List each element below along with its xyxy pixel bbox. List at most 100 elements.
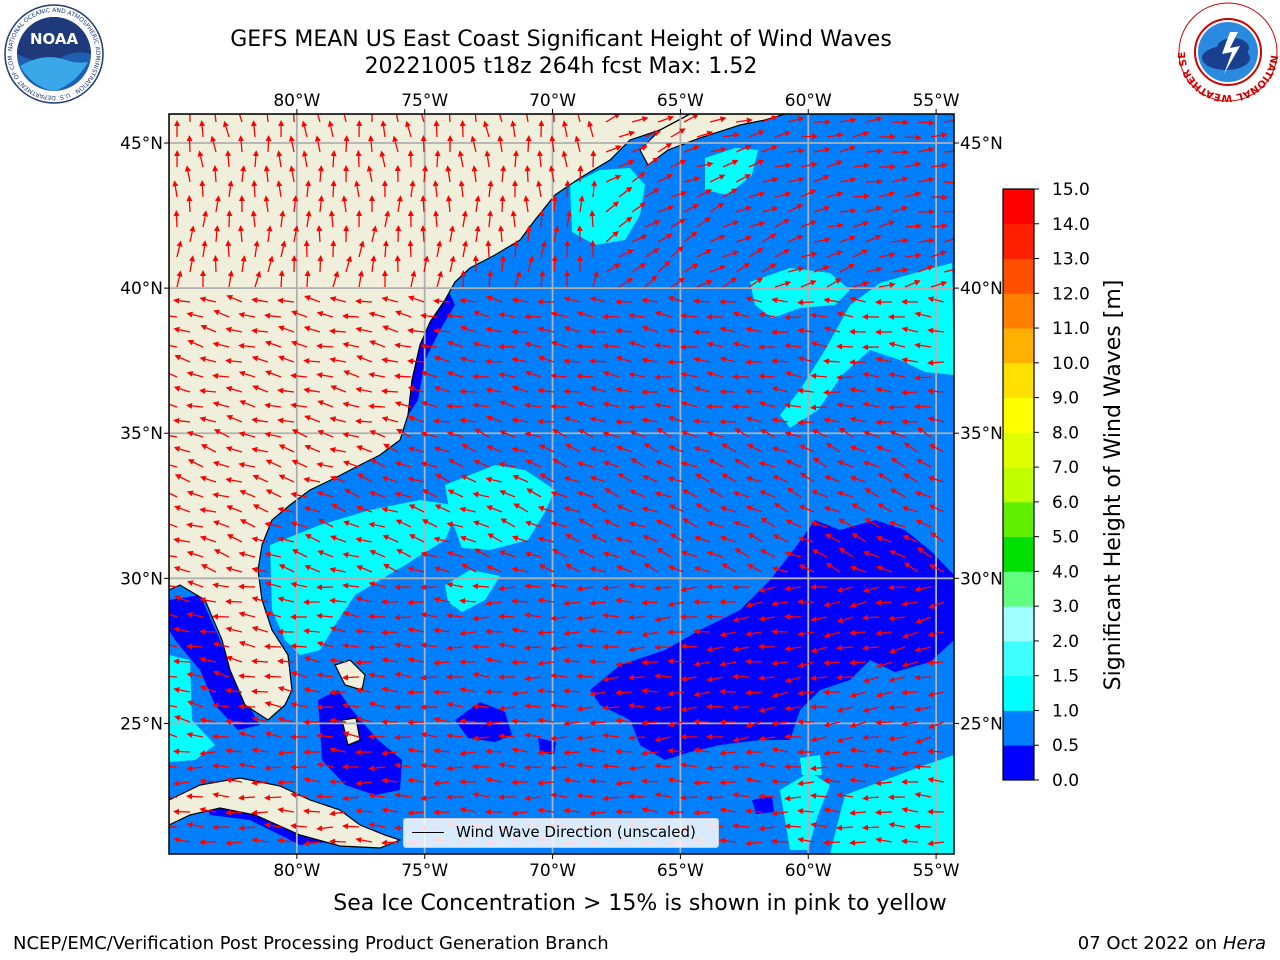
wave-direction-arrow: [868, 374, 880, 378]
wave-direction-arrow: [568, 360, 581, 363]
wave-direction-arrowhead: [407, 385, 415, 392]
wave-direction-arrowhead: [472, 583, 479, 590]
wave-direction-arrowhead: [602, 460, 610, 467]
wave-direction-arrowhead: [836, 644, 843, 651]
colorbar-bin: [1003, 571, 1034, 607]
wave-direction-arrowhead: [449, 255, 456, 262]
wave-direction-arrow: [374, 795, 386, 798]
wave-direction-arrowhead: [654, 736, 661, 743]
wave-direction-arrow: [174, 185, 178, 198]
wave-direction-arrowhead: [540, 240, 547, 248]
wave-direction-arrowhead: [251, 779, 258, 786]
wave-direction-arrow: [943, 119, 954, 123]
wave-direction-arrow: [563, 156, 568, 168]
wave-direction-arrowhead: [797, 299, 804, 306]
wave-direction-arrow: [894, 824, 906, 828]
wave-direction-arrow: [761, 208, 773, 213]
wave-direction-arrowhead: [433, 780, 440, 787]
wave-direction-arrow: [413, 568, 425, 573]
wave-direction-arrow: [764, 492, 776, 498]
wave-direction-arrowhead: [420, 704, 427, 711]
wave-direction-arrowhead: [616, 445, 623, 451]
wave-direction-arrow: [868, 764, 880, 768]
wave-direction-arrow: [790, 433, 802, 438]
wave-direction-arrowhead: [407, 566, 415, 573]
wave-direction-arrow: [439, 476, 451, 483]
wave-direction-arrow: [777, 811, 789, 814]
wave-direction-arrowhead: [392, 135, 399, 143]
wave-direction-arrow: [513, 216, 516, 228]
wave-direction-arrowhead: [511, 297, 518, 304]
wave-direction-arrow: [750, 691, 763, 694]
wave-direction-arrow: [738, 493, 750, 498]
wave-direction-arrow: [332, 276, 337, 288]
wave-direction-arrowhead: [238, 343, 245, 349]
wave-direction-arrowhead: [655, 519, 663, 526]
wave-direction-arrow: [854, 661, 867, 664]
wave-direction-arrow: [865, 268, 877, 273]
wave-direction-arrow: [631, 118, 643, 123]
wave-direction-arrow: [205, 537, 217, 543]
wave-direction-arrow: [919, 405, 932, 408]
wave-direction-arrowhead: [770, 233, 777, 239]
wave-direction-arrow: [917, 240, 929, 243]
wave-direction-arrowhead: [381, 180, 388, 186]
wave-direction-arrow: [192, 702, 204, 708]
wave-direction-arrowhead: [382, 240, 389, 247]
wave-direction-arrow: [595, 298, 607, 303]
wave-direction-arrow: [683, 116, 695, 123]
wave-direction-arrowhead: [876, 178, 883, 185]
noaa-logo-text: NOAA: [30, 30, 79, 48]
wave-direction-arrowhead: [251, 596, 259, 603]
wave-direction-arrow: [908, 476, 919, 483]
footer-branch: NCEP/EMC/Verification Post Processing Pr…: [13, 933, 609, 954]
wave-direction-arrowhead: [407, 358, 414, 365]
wave-direction-arrowhead: [381, 598, 388, 605]
wave-direction-arrow: [726, 565, 737, 573]
wave-direction-arrow: [686, 374, 698, 378]
wave-direction-arrowhead: [706, 520, 714, 527]
wave-direction-arrow: [413, 779, 425, 783]
wave-direction-arrow: [751, 446, 763, 453]
wave-direction-arrowhead: [251, 716, 259, 722]
wave-direction-arrowhead: [189, 255, 195, 262]
wave-direction-arrow: [748, 223, 760, 228]
wave-direction-arrowhead: [187, 105, 193, 111]
wave-direction-arrowhead: [264, 794, 271, 801]
wave-direction-arrow: [868, 552, 880, 558]
wave-direction-arrow: [647, 299, 659, 303]
wave-direction-arrowhead: [890, 133, 896, 140]
wave-direction-arrowhead: [277, 506, 284, 513]
wave-direction-arrow: [192, 582, 204, 588]
wave-direction-arrowhead: [264, 611, 272, 617]
wave-direction-arrow: [192, 492, 204, 498]
wave-direction-arrowhead: [784, 733, 791, 740]
wave-direction-arrowhead: [617, 473, 625, 479]
wave-direction-arrowhead: [461, 563, 468, 570]
wave-direction-arrowhead: [420, 431, 428, 438]
wave-direction-arrow: [169, 733, 178, 738]
wave-direction-arrow: [907, 661, 919, 666]
wave-direction-arrowhead: [563, 749, 570, 756]
wave-direction-arrow: [516, 600, 529, 603]
wave-direction-arrow: [230, 811, 243, 814]
wave-direction-arrowhead: [472, 255, 479, 261]
wave-direction-arrow: [231, 448, 243, 453]
wave-direction-arrowhead: [772, 534, 780, 540]
wave-direction-arrow: [293, 231, 297, 243]
wave-direction-arrowhead: [366, 165, 373, 172]
wave-direction-arrow: [267, 231, 271, 243]
wave-direction-arrowhead: [602, 313, 609, 320]
wave-direction-arrowhead: [641, 297, 648, 304]
wave-direction-arrowhead: [174, 354, 182, 361]
wave-direction-arrow: [309, 841, 321, 844]
wave-direction-arrowhead: [251, 837, 258, 844]
wave-direction-arrowhead: [602, 370, 610, 377]
wave-direction-arrowhead: [888, 765, 895, 772]
wave-direction-arrow: [231, 479, 243, 483]
wave-direction-arrowhead: [667, 359, 673, 366]
wave-direction-arrow: [228, 186, 232, 198]
wave-direction-arrowhead: [798, 148, 805, 154]
wave-direction-arrow: [634, 315, 646, 318]
wave-direction-arrowhead: [277, 417, 284, 424]
